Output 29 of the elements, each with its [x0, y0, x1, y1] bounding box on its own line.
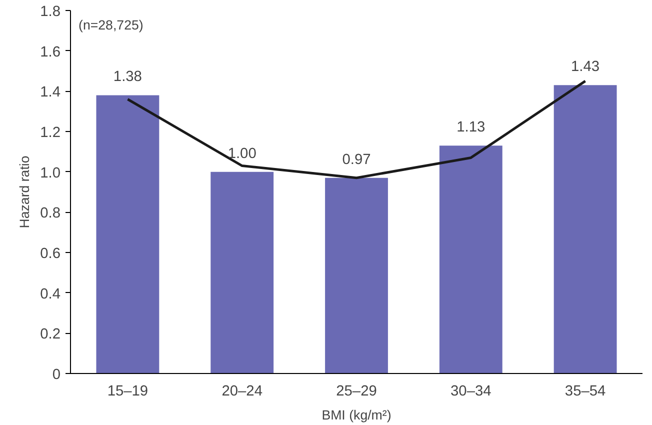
data-label: 1.13: [456, 120, 486, 136]
bar: [439, 146, 502, 374]
x-axis-title: BMI (kg/m²): [322, 408, 392, 422]
y-tick-label: 1.2: [40, 125, 60, 141]
x-tick-label: 25–29: [336, 384, 377, 400]
y-tick-label: 0.6: [40, 246, 60, 262]
x-tick-label: 35–54: [564, 384, 606, 400]
y-tick-label: 1.8: [40, 4, 60, 20]
y-axis-title: Hazard ratio: [17, 156, 32, 228]
x-tick-label: 30–34: [450, 384, 492, 400]
data-label: 1.43: [571, 59, 600, 76]
bar: [325, 178, 388, 374]
data-label: 0.97: [342, 152, 371, 168]
bar: [554, 85, 617, 374]
bar: [210, 172, 274, 374]
y-tick-label: 0.8: [40, 206, 60, 222]
y-tick-label: 1.6: [40, 44, 60, 60]
bar: [96, 95, 160, 374]
x-tick-label: 15–19: [107, 384, 148, 400]
y-tick-label: 0.4: [40, 286, 60, 302]
y-tick-label: 1.4: [40, 84, 60, 101]
y-tick-label: 0: [52, 367, 61, 383]
data-label: 1.38: [113, 69, 142, 86]
y-tick-label: 1.0: [40, 165, 60, 182]
data-label: 1.00: [228, 146, 256, 162]
annotation: (n=28,725): [78, 18, 144, 32]
x-tick-label: 20–24: [222, 384, 262, 400]
line-series: [126, 80, 587, 180]
y-tick-label: 0.2: [40, 326, 60, 343]
